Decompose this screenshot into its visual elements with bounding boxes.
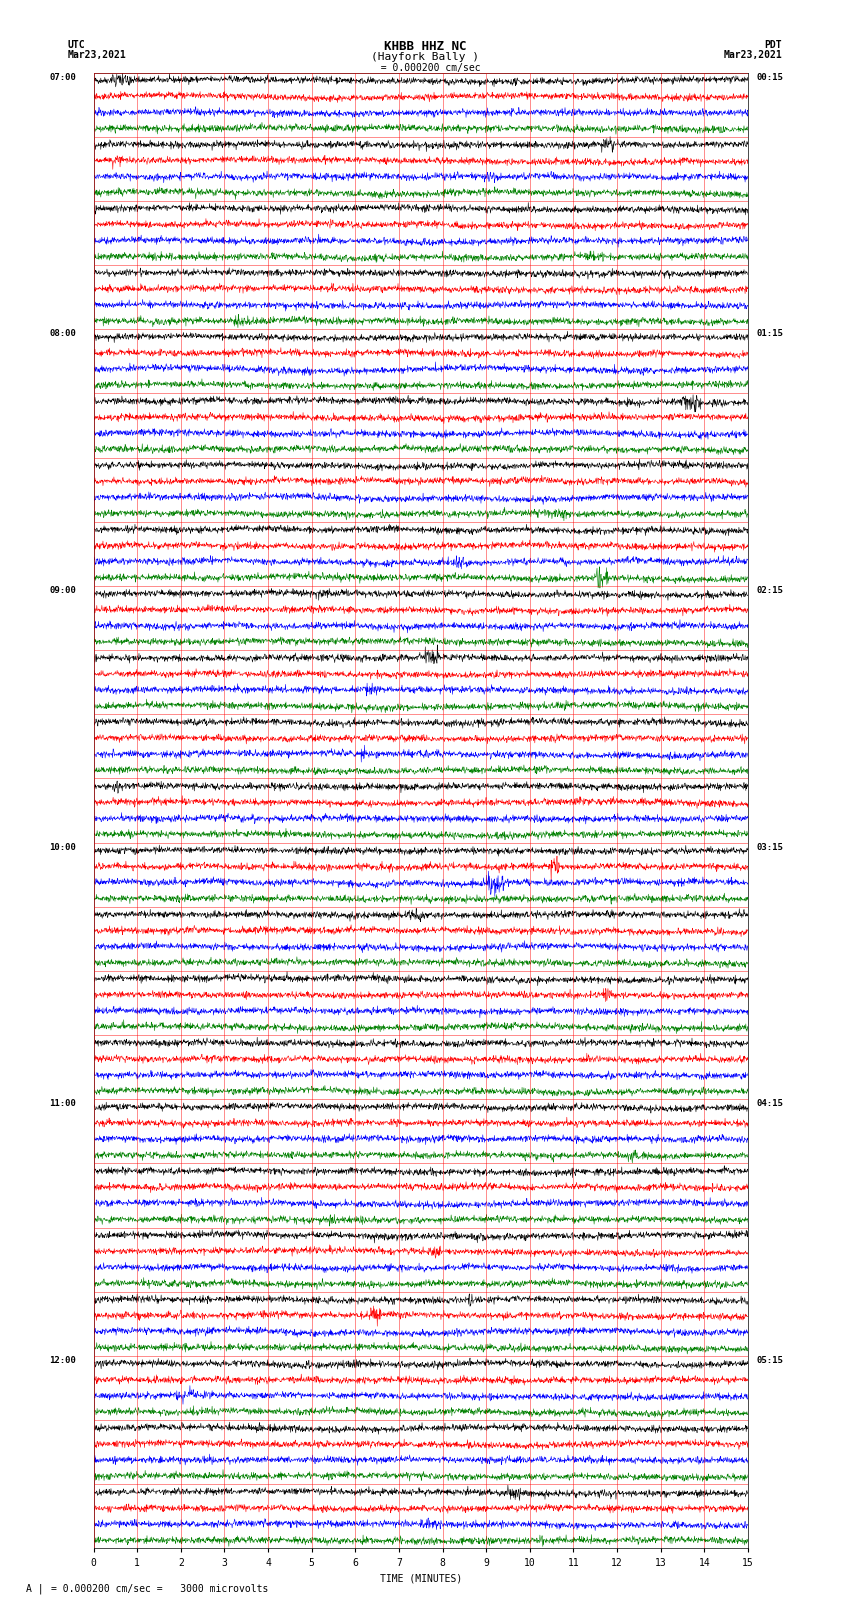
Text: UTC: UTC: [68, 40, 86, 50]
Text: (Hayfork Bally ): (Hayfork Bally ): [371, 52, 479, 61]
Text: Mar23,2021: Mar23,2021: [723, 50, 782, 60]
Text: 09:00: 09:00: [49, 586, 76, 595]
Text: A |: A |: [26, 1582, 43, 1594]
Text: 10:00: 10:00: [49, 842, 76, 852]
Text: PDT: PDT: [764, 40, 782, 50]
Text: 12:00: 12:00: [49, 1357, 76, 1365]
Text: 05:15: 05:15: [756, 1357, 784, 1365]
Text: KHBB HHZ NC: KHBB HHZ NC: [383, 40, 467, 53]
Text: Mar23,2021: Mar23,2021: [68, 50, 127, 60]
Text: = 0.000200 cm/sec =   3000 microvolts: = 0.000200 cm/sec = 3000 microvolts: [51, 1584, 269, 1594]
X-axis label: TIME (MINUTES): TIME (MINUTES): [380, 1573, 462, 1582]
Text: 11:00: 11:00: [49, 1100, 76, 1108]
Text: 04:15: 04:15: [756, 1100, 784, 1108]
Text: 01:15: 01:15: [756, 329, 784, 339]
Text: = 0.000200 cm/sec: = 0.000200 cm/sec: [369, 63, 481, 73]
Text: 03:15: 03:15: [756, 842, 784, 852]
Text: 07:00: 07:00: [49, 73, 76, 82]
Text: 08:00: 08:00: [49, 329, 76, 339]
Text: 02:15: 02:15: [756, 586, 784, 595]
Text: 00:15: 00:15: [756, 73, 784, 82]
